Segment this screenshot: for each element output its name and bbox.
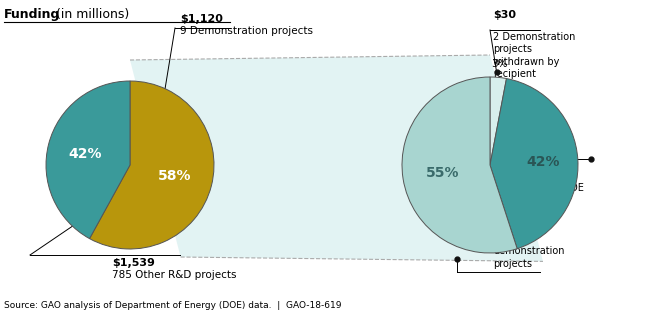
Text: (in millions): (in millions): [52, 8, 129, 21]
Text: Funding: Funding: [4, 8, 60, 21]
Wedge shape: [46, 81, 130, 239]
Text: 3 Active
demonstration
projects: 3 Active demonstration projects: [493, 234, 564, 269]
Wedge shape: [90, 81, 214, 249]
Text: 42%: 42%: [526, 155, 560, 169]
Text: 55%: 55%: [426, 165, 459, 179]
Text: $475: $475: [493, 139, 524, 149]
Text: 2 Demonstration
projects
withdrawn by
recipient: 2 Demonstration projects withdrawn by re…: [493, 32, 575, 79]
Text: 785 Other R&D projects: 785 Other R&D projects: [112, 270, 237, 280]
Text: $1,539: $1,539: [112, 258, 155, 268]
Text: 58%: 58%: [158, 170, 192, 184]
Text: 9 Demonstration projects: 9 Demonstration projects: [180, 26, 313, 36]
Text: $616: $616: [493, 222, 525, 232]
Polygon shape: [130, 55, 543, 262]
Text: 4 Demonstration
projects' support
withdrawn by DOE: 4 Demonstration projects' support withdr…: [493, 158, 584, 193]
Text: $1,120: $1,120: [180, 14, 223, 24]
Wedge shape: [402, 77, 517, 253]
Text: Source: GAO analysis of Department of Energy (DOE) data.  |  GAO-18-619: Source: GAO analysis of Department of En…: [4, 301, 341, 310]
Wedge shape: [490, 79, 578, 249]
Text: 42%: 42%: [68, 146, 102, 160]
Text: $30: $30: [493, 10, 516, 20]
Text: 3%: 3%: [491, 59, 508, 69]
Wedge shape: [490, 77, 506, 165]
